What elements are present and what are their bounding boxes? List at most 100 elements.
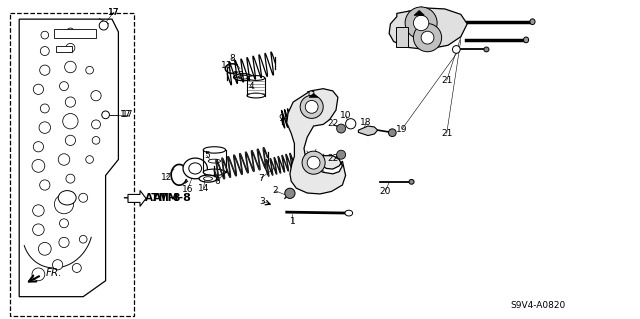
Text: 15: 15 [233,71,244,80]
Text: 17: 17 [120,110,132,119]
Circle shape [33,84,44,94]
Text: 17: 17 [108,8,120,17]
Text: ATM-8: ATM-8 [145,193,181,203]
Circle shape [65,61,76,73]
Text: 1: 1 [290,217,295,226]
Ellipse shape [484,47,489,52]
Ellipse shape [204,147,226,153]
Polygon shape [358,126,378,136]
Text: 8: 8 [230,54,235,63]
Circle shape [59,237,69,248]
Text: 17: 17 [108,8,120,17]
Circle shape [33,224,44,235]
Text: 6: 6 [215,177,220,186]
Ellipse shape [208,159,221,163]
Text: 21: 21 [441,129,452,138]
Ellipse shape [204,177,212,181]
Circle shape [63,114,78,129]
Circle shape [38,242,51,255]
Ellipse shape [238,75,248,79]
Ellipse shape [183,158,207,179]
Ellipse shape [524,37,529,43]
Text: 7: 7 [259,174,264,182]
Circle shape [91,91,101,101]
FancyArrow shape [128,190,146,206]
Circle shape [40,65,50,75]
Polygon shape [287,89,346,194]
Text: 11: 11 [306,91,317,100]
Ellipse shape [247,76,265,80]
Ellipse shape [530,19,535,25]
Text: 5: 5 [204,151,209,160]
Circle shape [305,100,318,113]
Text: ATM-8: ATM-8 [154,193,192,204]
Circle shape [302,151,325,174]
Circle shape [40,47,49,56]
Circle shape [60,219,68,228]
Circle shape [33,205,44,216]
Text: 17: 17 [122,110,134,119]
Circle shape [40,180,50,190]
Text: 9: 9 [279,115,284,123]
Text: 3: 3 [260,197,265,206]
Circle shape [86,156,93,163]
Text: 22: 22 [327,154,339,163]
Circle shape [41,31,49,39]
Ellipse shape [345,210,353,216]
Circle shape [79,193,88,202]
Polygon shape [396,27,408,47]
Circle shape [102,111,109,119]
Circle shape [388,129,396,137]
Circle shape [54,195,74,214]
Bar [54,29,96,38]
Circle shape [92,137,100,144]
Text: 4: 4 [249,82,254,91]
Text: 16: 16 [182,185,193,194]
Ellipse shape [189,163,202,174]
Ellipse shape [204,169,226,175]
Text: 18: 18 [360,118,372,127]
Circle shape [79,235,87,243]
Circle shape [52,260,63,270]
Circle shape [66,174,75,183]
Circle shape [337,150,346,159]
Circle shape [60,82,68,91]
Text: 13: 13 [221,61,233,70]
Text: 20: 20 [380,187,391,196]
Circle shape [421,31,434,44]
Circle shape [413,15,429,31]
Ellipse shape [58,190,76,205]
Polygon shape [414,11,424,15]
Text: 2: 2 [273,186,278,195]
Circle shape [86,66,93,74]
Circle shape [65,135,76,145]
Text: 14: 14 [198,184,209,193]
Circle shape [33,142,44,152]
Circle shape [346,119,356,129]
Polygon shape [19,19,118,297]
Ellipse shape [409,179,414,184]
Ellipse shape [234,74,253,81]
Circle shape [67,28,74,36]
Text: 19: 19 [396,125,408,134]
Circle shape [58,154,70,165]
Polygon shape [309,93,318,97]
Circle shape [40,104,49,113]
Text: 22: 22 [327,119,339,128]
Polygon shape [389,8,467,49]
Text: 21: 21 [441,76,452,85]
Circle shape [99,21,108,30]
Circle shape [300,95,323,118]
Bar [56,46,72,52]
Circle shape [285,188,295,198]
Bar [10,13,134,316]
Circle shape [65,97,76,107]
Circle shape [72,263,81,272]
Text: 12: 12 [161,173,172,182]
Circle shape [92,120,100,129]
Circle shape [32,268,45,281]
Ellipse shape [247,93,265,98]
Circle shape [39,122,51,133]
Circle shape [66,43,75,52]
Text: 10: 10 [340,111,351,120]
